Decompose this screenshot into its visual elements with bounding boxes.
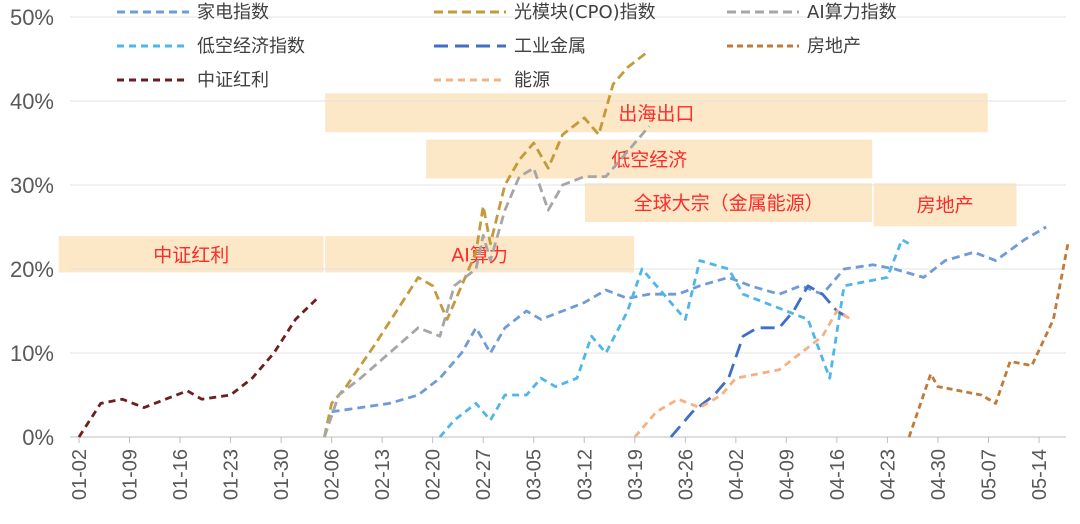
- series-line-3: [438, 238, 910, 438]
- x-tick-label: 04-02: [726, 449, 748, 500]
- y-tick-label: 20%: [10, 257, 54, 282]
- legend-label: 家电指数: [197, 2, 269, 23]
- band-label: 出海出口: [618, 103, 694, 125]
- legend-label: 工业金属: [514, 36, 586, 57]
- x-tick-label: 05-14: [1029, 449, 1051, 500]
- band-label: 房地产: [917, 195, 974, 217]
- y-axis: 0% 10% 20% 30% 40% 50%: [10, 5, 54, 450]
- x-tick-label: 03-12: [574, 449, 596, 500]
- series-line-5: [907, 243, 1070, 438]
- series-line-6: [77, 297, 319, 438]
- y-tick-label: 30%: [10, 173, 54, 198]
- x-tick-label: 03-05: [524, 449, 546, 500]
- legend-label: 低空经济指数: [197, 36, 305, 57]
- y-tick-label: 50%: [10, 5, 54, 30]
- series-layer: [77, 49, 1070, 438]
- legend-label: 能源: [514, 70, 550, 91]
- x-tick-label: 02-27: [473, 449, 495, 500]
- band-2: [323, 91, 990, 134]
- legend-label: AI算力指数: [807, 2, 897, 23]
- band-label: 中证红利: [153, 244, 229, 266]
- series-line-2: [323, 125, 651, 438]
- band-3: [424, 138, 874, 180]
- series-line-1: [323, 49, 651, 438]
- y-tick-label: 0%: [22, 425, 54, 450]
- y-tick-label: 10%: [10, 341, 54, 366]
- legend-label: 光模块(CPO)指数: [514, 2, 656, 23]
- band-0: [57, 234, 326, 274]
- x-tick-label: 02-13: [372, 449, 394, 500]
- y-tick-label: 40%: [10, 89, 54, 114]
- x-tick-label: 02-06: [322, 449, 344, 500]
- series-line-4: [669, 284, 853, 438]
- x-tick-label: 05-07: [978, 449, 1000, 500]
- series-line-7: [633, 309, 853, 438]
- x-tick-label: 01-30: [271, 449, 293, 500]
- grid-lines: [70, 16, 1066, 438]
- x-tick-label: 01-02: [69, 449, 91, 500]
- band-label: 低空经济: [611, 149, 687, 171]
- x-tick-label: 01-16: [170, 449, 192, 500]
- band-5: [872, 181, 1019, 228]
- x-tick-label: 04-23: [877, 449, 899, 500]
- x-axis: 01-02 01-09 01-16 01-23 01-30 02-06 02-13 02-20…: [69, 437, 1051, 500]
- x-tick-label: 03-26: [675, 449, 697, 500]
- x-tick-label: 04-30: [928, 449, 950, 500]
- legend-label: 房地产: [807, 36, 861, 57]
- x-tick-label: 03-19: [625, 449, 647, 500]
- band-label: 全球大宗（金属能源）: [634, 193, 824, 215]
- x-tick-label: 02-20: [423, 449, 445, 500]
- x-tick-label: 01-23: [221, 449, 243, 500]
- x-tick-label: 04-16: [827, 449, 849, 500]
- x-tick-label: 04-09: [776, 449, 798, 500]
- legend-label: 中证红利: [197, 70, 269, 91]
- band-4: [583, 181, 874, 224]
- x-tick-label: 01-09: [120, 449, 142, 500]
